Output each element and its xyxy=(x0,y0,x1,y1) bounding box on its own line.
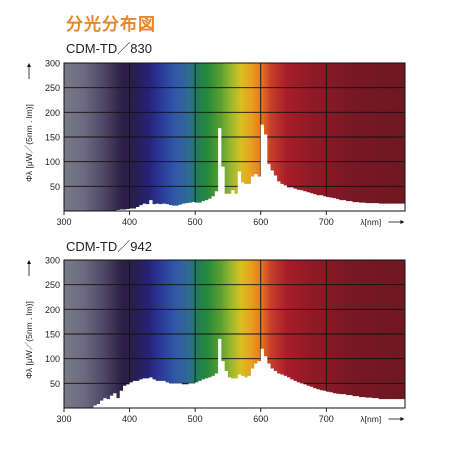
y-axis-label-group: Φλ [μW／(5nm . lm)] xyxy=(24,63,34,182)
x-tick-label: 500 xyxy=(188,217,203,227)
y-tick-label: 100 xyxy=(45,354,60,364)
y-axis-arrow-head xyxy=(27,260,31,264)
y-axis-label: Φλ [μW／(5nm . lm)] xyxy=(24,301,34,379)
plot-frame xyxy=(63,259,406,409)
plot-frame xyxy=(63,62,406,212)
y-tick-label: 200 xyxy=(45,305,60,315)
x-axis-label: λ[nm] xyxy=(360,414,381,424)
chart-1-title: CDM-TD／830 xyxy=(66,41,152,56)
x-axis-label: λ[nm] xyxy=(360,217,381,227)
y-tick-label: 150 xyxy=(45,133,60,143)
x-tick-label: 600 xyxy=(253,217,268,227)
page-title: 分光分布図 xyxy=(66,15,156,35)
x-tick-label: 400 xyxy=(122,414,137,424)
x-tick-label: 400 xyxy=(122,217,137,227)
y-axis-label-group: Φλ [μW／(5nm . lm)] xyxy=(24,260,34,379)
y-tick-label: 300 xyxy=(45,256,60,266)
y-tick-label: 250 xyxy=(45,83,60,93)
x-tick-label: 300 xyxy=(56,414,71,424)
y-tick-label: 100 xyxy=(45,157,60,167)
y-tick-label: 200 xyxy=(45,108,60,118)
y-axis-arrow-head xyxy=(27,63,31,67)
spectral-power-area xyxy=(64,124,405,211)
x-tick-label: 500 xyxy=(188,414,203,424)
y-tick-label: 250 xyxy=(45,280,60,290)
spectral-chart-830: 50 100 150 200 250 300 300 400 500 600 700 λ[nm] Φλ … xyxy=(24,59,406,227)
y-tick-label: 300 xyxy=(45,59,60,69)
y-tick-label: 50 xyxy=(50,379,60,389)
y-tick-label: 150 xyxy=(45,330,60,340)
x-tick-label: 600 xyxy=(253,414,268,424)
x-axis-arrow-head xyxy=(400,220,405,224)
x-axis-arrow-head xyxy=(400,417,405,421)
x-tick-label: 300 xyxy=(56,217,71,227)
x-tick-label: 700 xyxy=(319,217,334,227)
x-tick-label: 700 xyxy=(319,414,334,424)
spectral-power-area xyxy=(64,338,405,408)
spectral-chart-942: 50 100 150 200 250 300 300 400 500 600 700 λ[nm] Φλ … xyxy=(24,256,406,424)
chart-2-title: CDM-TD／942 xyxy=(66,239,152,254)
y-axis-label: Φλ [μW／(5nm . lm)] xyxy=(24,104,34,182)
y-tick-label: 50 xyxy=(50,182,60,192)
